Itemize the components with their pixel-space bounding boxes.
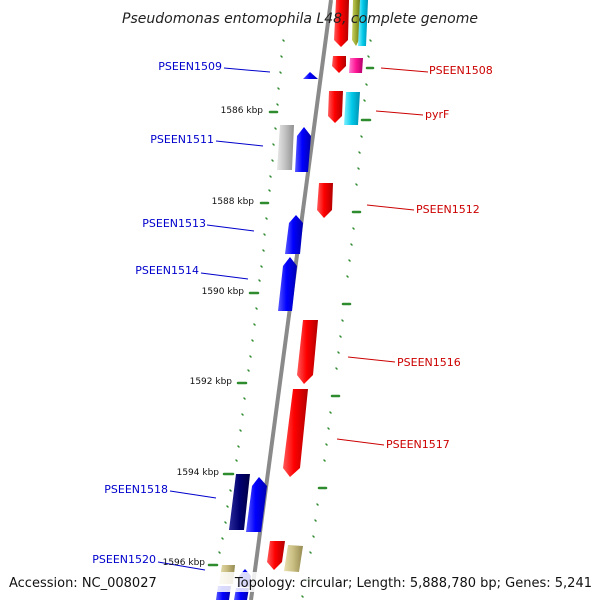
gene-arrow-pseen1508-b[interactable] (349, 58, 363, 73)
scale-label: 1588 kbp (212, 197, 255, 207)
genome-summary: Topology: circular; Length: 5,888,780 bp… (234, 576, 592, 591)
gene-arrow-pseen1509[interactable] (303, 72, 318, 79)
gene-label-pseen1518[interactable]: PSEEN1518 (104, 483, 168, 496)
gene-label-pseen1509[interactable]: PSEEN1509 (158, 60, 222, 73)
gene-arrow-pseen1517[interactable] (283, 389, 308, 477)
accession-label: Accession: NC_008027 (9, 576, 157, 591)
scale-label: 1586 kbp (221, 106, 264, 116)
gene-arrow-pseen1513[interactable] (285, 215, 303, 254)
gene-label-pseen1516[interactable]: PSEEN1516 (397, 356, 461, 369)
leader-lines-right (336, 67, 429, 446)
scale-label: 1590 kbp (202, 287, 245, 297)
gene-label-pseen1512[interactable]: PSEEN1512 (416, 203, 480, 216)
gene-arrow-lower-khaki[interactable] (284, 545, 303, 572)
gene-arrow-pyrf[interactable] (344, 92, 360, 125)
gene-arrow-pseen1511[interactable] (295, 127, 311, 172)
gene-arrow-pyrf-red[interactable] (328, 91, 343, 123)
gene-arrow-pseen1514[interactable] (278, 257, 297, 311)
scale-label: 1594 kbp (177, 468, 220, 478)
map-title: Pseudomonas entomophila L48, complete ge… (122, 11, 478, 27)
gene-arrow-lower-red[interactable] (267, 541, 285, 570)
footer-background (0, 572, 600, 592)
gene-arrow-pseen1511-gray[interactable] (277, 125, 294, 170)
genes-right-strand (267, 0, 368, 572)
gene-arrow-pseen1512[interactable] (317, 183, 333, 218)
genes-left-strand (216, 72, 318, 600)
gene-label-pseen1513[interactable]: PSEEN1513 (142, 217, 206, 230)
gene-arrow-pseen1508[interactable] (332, 56, 346, 73)
gene-label-pseen1514[interactable]: PSEEN1514 (135, 264, 199, 277)
gene-arrow-top-red[interactable] (334, 0, 349, 47)
gene-label-pseen1520[interactable]: PSEEN1520 (92, 553, 156, 566)
gene-label-pseen1511[interactable]: PSEEN1511 (150, 133, 214, 146)
gene-arrow-pseen1516[interactable] (297, 320, 318, 384)
gene-label-pseen1508[interactable]: PSEEN1508 (429, 64, 493, 77)
gene-label-pseen1517[interactable]: PSEEN1517 (386, 438, 450, 451)
scale-label: 1592 kbp (190, 377, 233, 387)
gene-arrow-top-cyan[interactable] (358, 0, 368, 46)
scale-ring-left (207, 39, 285, 567)
gene-arrow-pseen1518-navy[interactable] (229, 474, 250, 530)
scale-ring-right (301, 39, 375, 598)
gene-arrow-top-olive[interactable] (352, 0, 360, 46)
leader-lines-left (157, 67, 271, 571)
gene-label-pyrf[interactable]: pyrF (425, 108, 449, 121)
gene-arrow-pseen1518[interactable] (246, 477, 267, 532)
scale-label: 1596 kbp (163, 558, 206, 568)
